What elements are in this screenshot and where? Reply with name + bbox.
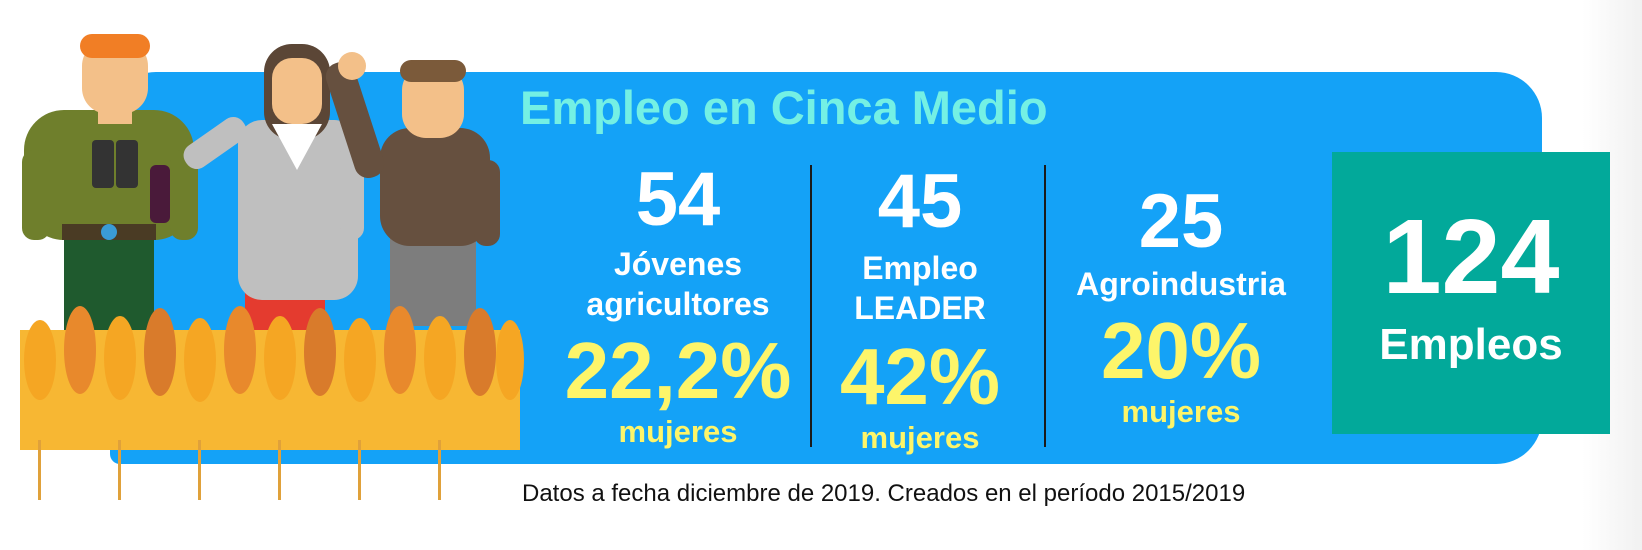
stat-divider	[1044, 165, 1046, 447]
stat-number: 45	[877, 159, 963, 244]
page-title: Empleo en Cinca Medio	[520, 81, 1048, 134]
stat-young-farmers: 54 Jóvenes agricultores 22,2% mujeres	[558, 160, 798, 450]
stat-label: agricultores	[586, 286, 770, 322]
stat-women-label: mujeres	[1121, 394, 1241, 429]
stat-women-label: mujeres	[618, 414, 738, 449]
farmer-with-binoculars-icon	[22, 34, 198, 348]
stat-women-percent: 42%	[839, 332, 1001, 421]
stat-label: Empleo	[862, 250, 978, 286]
total-label: Empleos	[1379, 320, 1563, 369]
stat-label: Jóvenes	[613, 246, 743, 282]
stat-number: 25	[1138, 179, 1224, 264]
total-employment-box: 124 Empleos	[1332, 152, 1610, 434]
footnote: Datos a fecha diciembre de 2019. Creados…	[522, 480, 1246, 507]
total-number: 124	[1382, 198, 1560, 316]
stat-number: 54	[635, 157, 721, 242]
stat-label: Agroindustria	[1076, 266, 1286, 302]
wheat-field-icon	[20, 306, 524, 500]
stat-leader-employment: 45 Empleo LEADER 42% mujeres	[820, 162, 1020, 456]
stat-women-percent: 20%	[1100, 306, 1262, 395]
stat-women-label: mujeres	[860, 420, 980, 455]
stat-women-percent: 22,2%	[564, 326, 792, 415]
stat-agroindustry: 25 Agroindustria 20% mujeres	[1050, 182, 1312, 430]
stat-divider	[810, 165, 812, 447]
farmers-illustration	[20, 34, 524, 500]
waving-farmer-icon	[325, 52, 500, 326]
stat-label: LEADER	[854, 290, 986, 326]
